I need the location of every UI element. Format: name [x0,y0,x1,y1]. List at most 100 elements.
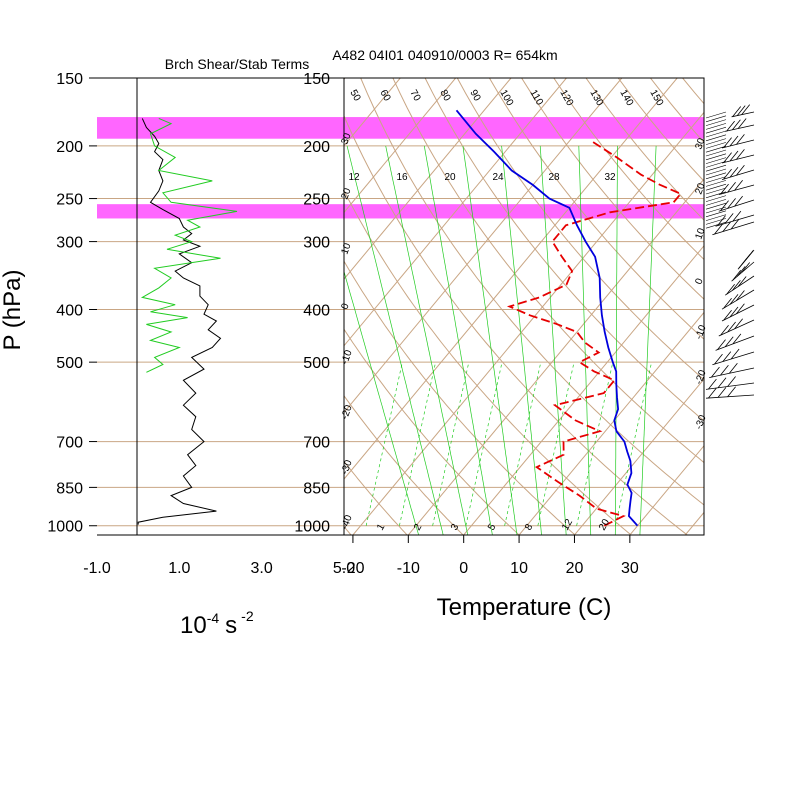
left-p-tick-850: 850 [56,480,83,497]
isotherm--10 [407,178,704,535]
dry-adiabat-320 [360,78,704,506]
theta-label-4: 90 [467,88,482,104]
left-p-tick-400: 400 [56,302,83,319]
left-p-tick-300: 300 [56,235,83,252]
moist-adiabat-6 [539,145,567,535]
left-edge-label-5: -20 [339,403,354,421]
shaded-layer-0 [97,117,704,139]
upper-barb-shaft-13 [705,161,727,168]
upper-barb-shaft-15 [705,168,727,176]
dry-adiabat-260 [344,460,408,535]
upper-barb-shaft-22 [705,195,727,202]
left-x-tick-3: 5.0 [333,560,355,577]
wind-barb-3 [721,149,755,164]
dry-adiabat-310 [344,114,688,535]
mixing-ratio-label-5: 32 [604,172,616,183]
upper-barb-shaft-2 [705,119,727,126]
isotherm-50 [741,78,800,535]
theta-label-8: 130 [587,88,605,108]
temp-x-tick-0: 0 [459,560,468,577]
right-edge-label-1: 20 [693,181,707,196]
isotherm-20 [574,378,704,535]
moist-adiabat-5 [501,145,542,535]
left-p-tick-200: 200 [56,139,83,156]
dry-adiabat-280 [344,328,520,535]
upper-barb-shaft-18 [705,180,727,187]
upper-barb-shaft-28 [705,218,727,225]
wind-barb-10 [731,261,755,282]
wind-barb-17 [709,363,755,378]
upper-barb-shaft-9 [705,145,727,153]
upper-barb-shaft-23 [705,199,727,206]
moist-adiabat-7 [578,145,592,535]
left-panel-title: Brch Shear/Stab Terms [165,56,309,72]
isotherm--70 [344,78,457,214]
shear-series-0 [137,118,222,525]
dry-adiabat-370 [521,78,704,300]
temp-x-tick-20: 20 [566,560,584,577]
upper-barb-shaft-3 [705,123,727,130]
dry-adiabat-270 [344,394,464,535]
upper-barb-shaft-4 [705,126,727,134]
temp-x-tick--10: -10 [397,560,420,577]
isotherm--40 [344,78,623,414]
lower-mixing-label-3: 5 [486,522,499,533]
wind-barb-16 [712,348,755,366]
dry-adiabat-440 [747,78,800,535]
theta-label-0: 50 [347,88,362,104]
right-edge-label-5: -20 [693,368,708,386]
mixing-ratio-label-0: 12 [348,172,360,183]
theta-label-3: 80 [437,88,452,104]
upper-barb-shaft-19 [705,183,727,191]
wind-barb-19 [705,386,755,399]
lower-mixing-label-5: 12 [560,517,575,533]
lower-mixing-label-1: 2 [412,522,425,533]
shear-units-label: 10-4 s -2 [180,608,254,639]
mixing-ratio-7 [615,362,652,526]
right-p-tick-400: 400 [303,302,330,319]
upper-barb-shaft-27 [705,214,727,221]
theta-label-9: 140 [617,88,635,108]
left-p-tick-1000: 1000 [47,519,83,536]
left-edge-label-7: -40 [339,513,354,531]
wind-barb-18 [705,376,755,390]
isotherm--30 [344,78,678,480]
upper-barb-shaft-24 [705,202,727,210]
theta-label-2: 70 [407,88,422,104]
dry-adiabat-340 [424,78,704,422]
isotherm--120 [0,78,179,535]
moist-adiabat-0 [344,270,419,535]
right-edge-label-2: 10 [693,226,707,241]
lower-mixing-label-0: 1 [375,522,388,533]
right-p-tick-200: 200 [303,139,330,156]
wind-barb-9 [737,249,755,270]
mixing-ratio-6 [576,362,614,526]
left-edge-label-0: 30 [339,131,353,146]
wind-barb-0 [731,104,755,118]
right-panel-title: A482 04I01 040910/0003 R= 654km [332,47,557,63]
shear-series-1 [140,117,238,373]
moist-adiabat-3 [423,145,493,535]
upper-barb-shaft-8 [705,142,727,149]
lower-mixing-label-2: 3 [449,522,462,533]
lower-mixing-label-4: 8 [523,522,536,533]
mixing-ratio-label-4: 28 [548,172,560,183]
upper-barb-shaft-10 [705,149,727,157]
temperature-axis-label: Temperature (C) [437,594,612,621]
upper-barb-shaft-26 [705,210,727,218]
right-p-tick-850: 850 [303,480,330,497]
upper-barb-shaft-11 [705,153,727,161]
mixing-ratio-2 [432,362,470,526]
dry-adiabat-380 [553,78,704,261]
units-exp1: -4 [207,610,220,626]
right-p-tick-500: 500 [303,355,330,372]
wind-barb-15 [715,333,755,351]
right-p-tick-250: 250 [303,192,330,209]
temp-x-tick-30: 30 [621,560,639,577]
isotherm--110 [0,78,234,535]
wind-barb-11 [724,275,755,296]
temperature-line [455,109,639,527]
wind-barb-5 [718,180,755,195]
